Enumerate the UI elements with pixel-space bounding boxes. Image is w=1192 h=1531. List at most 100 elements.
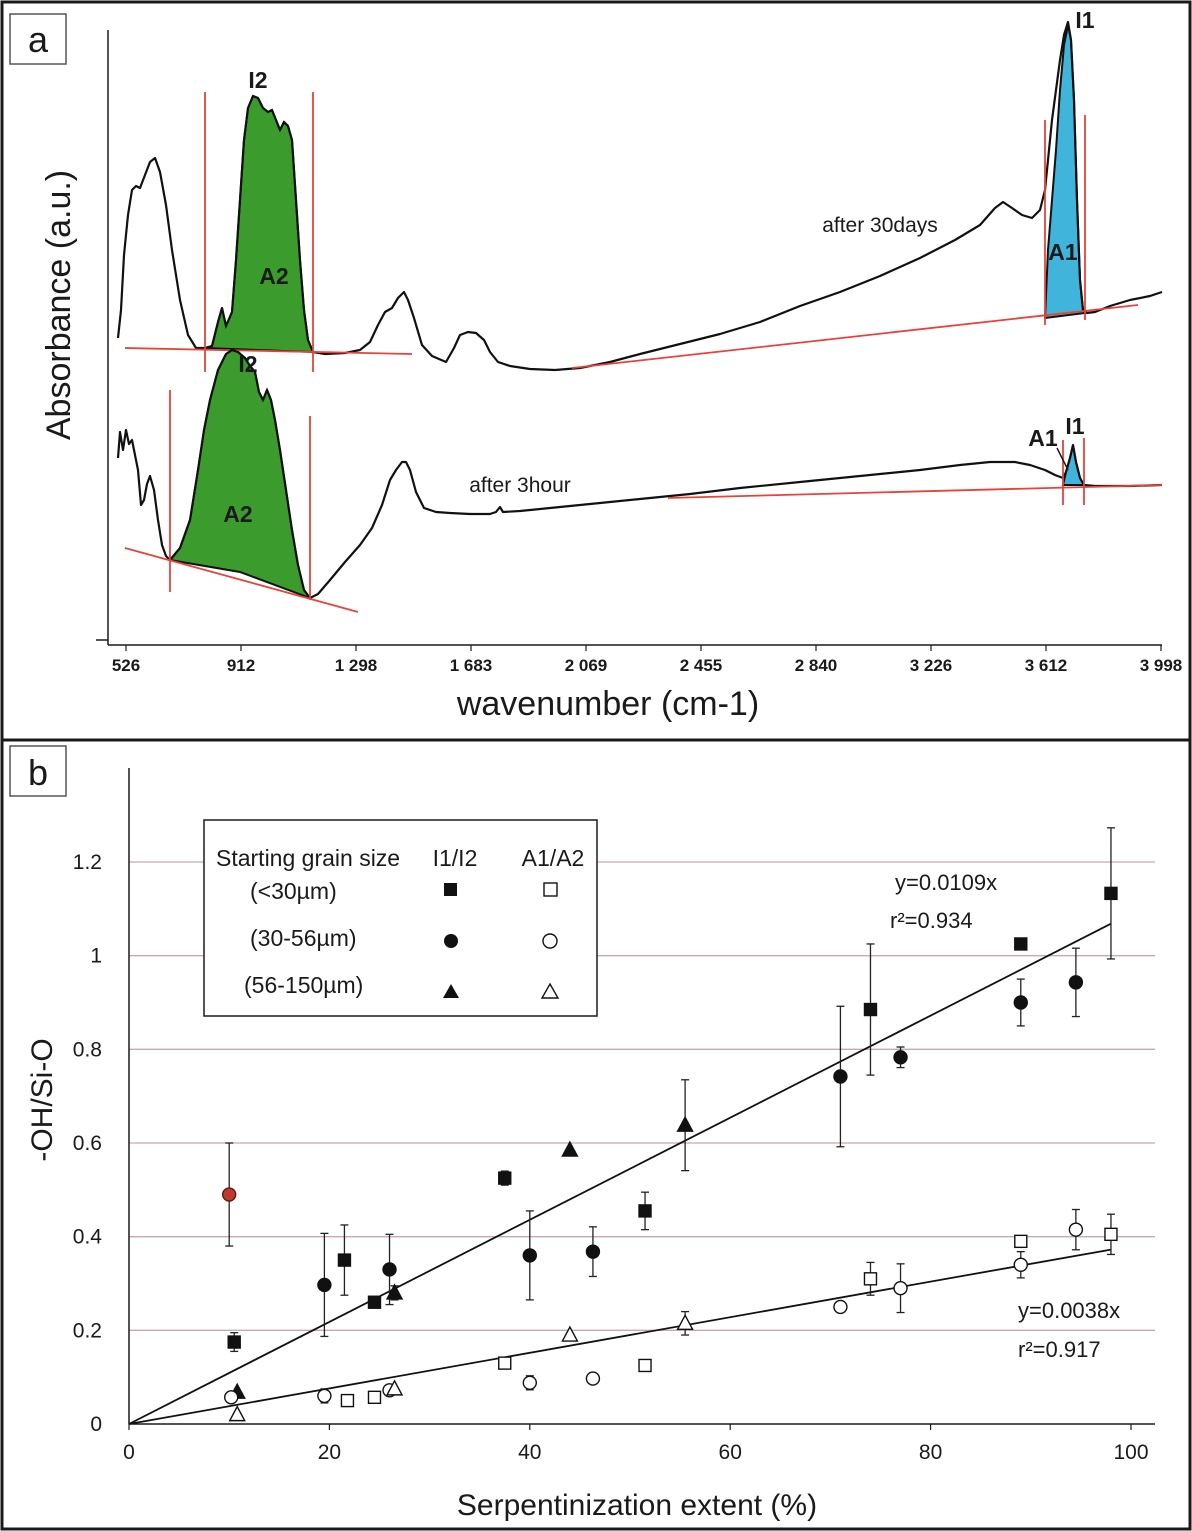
data-point-circle-filled bbox=[522, 1248, 537, 1263]
data-point-square-open bbox=[1104, 1227, 1118, 1242]
x-tick-label: 2 840 bbox=[795, 656, 838, 675]
y-tick-label: 0.2 bbox=[73, 1319, 102, 1342]
x-tick-label: 0 bbox=[123, 1441, 135, 1464]
data-point-circle-open bbox=[585, 1371, 601, 1386]
legend-row-lt30: (<30µm) bbox=[250, 878, 337, 904]
label-i1-30days: I1 bbox=[1075, 7, 1094, 33]
x-tick-label: 3 226 bbox=[910, 656, 953, 675]
label-a1-3hour: A1 bbox=[1028, 425, 1058, 451]
a2-band-3hour bbox=[168, 348, 313, 601]
x-tick-label: 1 683 bbox=[450, 656, 493, 675]
x-tick-label: 100 bbox=[1113, 1441, 1148, 1464]
legend-header-grain-size: Starting grain size bbox=[216, 845, 400, 871]
x-tick-label: 2 069 bbox=[565, 656, 608, 675]
data-point-square-filled bbox=[337, 1253, 352, 1267]
baseline-a2-3hour bbox=[124, 547, 359, 613]
y-axis-label: -OH/Si-O bbox=[26, 1038, 59, 1161]
data-point-square-filled bbox=[367, 1295, 382, 1309]
x-tick-label: 60 bbox=[719, 1441, 742, 1464]
y-tick-label: 0.8 bbox=[73, 1038, 102, 1061]
data-point-square-filled bbox=[498, 1171, 512, 1185]
legend-box bbox=[203, 819, 598, 1017]
y-tick-label: 1.2 bbox=[73, 851, 102, 874]
data-point-circle-filled bbox=[1013, 995, 1028, 1010]
data-point-circle-filled bbox=[833, 1069, 848, 1084]
legend-header-a1-a2: A1/A2 bbox=[522, 845, 585, 871]
y-tick-label: 0.4 bbox=[73, 1226, 103, 1249]
data-point-square-open bbox=[340, 1393, 355, 1408]
data-point-square-filled bbox=[638, 1204, 652, 1218]
x-axis-label: wavenumber (cm-1) bbox=[456, 685, 759, 723]
x-tick-label: 2 455 bbox=[680, 656, 723, 675]
x-tick-label: 20 bbox=[318, 1441, 341, 1464]
baseline-a1-30days bbox=[571, 304, 1139, 369]
fit-lines bbox=[128, 922, 1112, 1425]
x-tick-labels: 0 20 40 60 80 100 bbox=[123, 1424, 1149, 1464]
data-point-triangle-open bbox=[228, 1405, 246, 1422]
x-tick-label: 526 bbox=[112, 656, 140, 675]
fit-lower-equation: y=0.0038x bbox=[1018, 1298, 1120, 1323]
panel-b-tag: b bbox=[28, 752, 48, 793]
legend-row-56-150: (56-150µm) bbox=[244, 972, 363, 998]
data-point-circle-open bbox=[224, 1390, 239, 1405]
fit-line-a1-a2 bbox=[128, 1248, 1112, 1425]
y-tick-label: 1 bbox=[90, 945, 102, 968]
x-tick-label: 80 bbox=[919, 1441, 942, 1464]
x-tick-label: 1 298 bbox=[335, 656, 378, 675]
data-point-square-filled bbox=[1104, 886, 1118, 901]
x-tick-label: 40 bbox=[518, 1441, 541, 1464]
panel-a-tag-box bbox=[9, 13, 67, 65]
data-point-triangle-open bbox=[676, 1313, 694, 1331]
data-points bbox=[221, 827, 1118, 1422]
data-point-square-open bbox=[863, 1272, 878, 1286]
data-point-square-filled bbox=[1014, 937, 1028, 951]
label-after-30days: after 30days bbox=[822, 214, 938, 237]
a1-pointer-line bbox=[1056, 447, 1069, 471]
legend-marker-open-square bbox=[543, 882, 558, 897]
fit-lower-r2: r²=0.917 bbox=[1018, 1337, 1101, 1362]
label-i1-3hour: I1 bbox=[1065, 413, 1084, 439]
spectrum-3hour bbox=[116, 348, 1163, 600]
data-point-triangle-filled bbox=[385, 1283, 404, 1300]
data-point-circle-filled bbox=[893, 1050, 908, 1065]
legend: Starting grain size I1/I2 A1/A2 (<30µm) … bbox=[203, 819, 598, 1017]
panel-b: b 0 0.2 0.4 0.6 0.8 1 1.2 0 20 40 60 80 100 Serpent… bbox=[0, 738, 1192, 1531]
fit-upper-r2: r²=0.934 bbox=[890, 908, 973, 933]
data-point-square-open bbox=[638, 1358, 652, 1373]
label-i2-30days: I2 bbox=[248, 67, 267, 93]
panel-b-tag-box bbox=[9, 745, 67, 797]
panel-b-frame bbox=[0, 738, 1192, 1531]
data-point-circle-open bbox=[893, 1280, 908, 1296]
data-point-square-open bbox=[367, 1390, 382, 1405]
data-point-square-filled bbox=[863, 1002, 878, 1017]
label-a2-30days: A2 bbox=[259, 263, 288, 289]
data-point-triangle-filled bbox=[676, 1115, 694, 1132]
data-point-circle-open bbox=[1013, 1257, 1028, 1272]
panel-a-tag: a bbox=[28, 19, 49, 60]
data-point-triangle-open bbox=[561, 1325, 579, 1342]
fit-upper-equation: y=0.0109x bbox=[895, 870, 997, 895]
data-point-circle-filled bbox=[221, 1187, 237, 1202]
fit-line-i1-i2 bbox=[128, 922, 1112, 1425]
legend-marker-open-circle bbox=[542, 933, 558, 949]
data-point-square-open bbox=[498, 1356, 512, 1370]
panel-a: a 526 912 1 298 1 683 2 069 2 455 2 840 3 226 3 … bbox=[0, 0, 1192, 742]
x-tick-label: 3 612 bbox=[1025, 656, 1068, 675]
baseline-a2-30days bbox=[124, 347, 413, 355]
x-tick-label: 912 bbox=[227, 656, 255, 675]
y-axis-label: Absorbance (a.u.) bbox=[40, 170, 78, 440]
data-point-circle-open bbox=[833, 1299, 848, 1315]
data-point-circle-filled bbox=[585, 1244, 601, 1259]
data-point-circle-filled bbox=[1068, 975, 1084, 990]
data-point-circle-filled bbox=[382, 1262, 397, 1277]
legend-marker-filled-circle bbox=[444, 934, 458, 948]
label-a2-3hour: A2 bbox=[223, 501, 252, 527]
legend-row-30-56: (30-56µm) bbox=[250, 925, 357, 951]
legend-marker-filled-square bbox=[444, 883, 457, 896]
y-tick-labels: 0 0.2 0.4 0.6 0.8 1 1.2 bbox=[73, 851, 103, 1436]
x-axis-label: Serpentinization extent (%) bbox=[457, 1489, 817, 1522]
label-after-3hour: after 3hour bbox=[469, 474, 571, 497]
spectrum-30days bbox=[116, 20, 1163, 372]
baseline-a1-3hour bbox=[667, 484, 1163, 499]
